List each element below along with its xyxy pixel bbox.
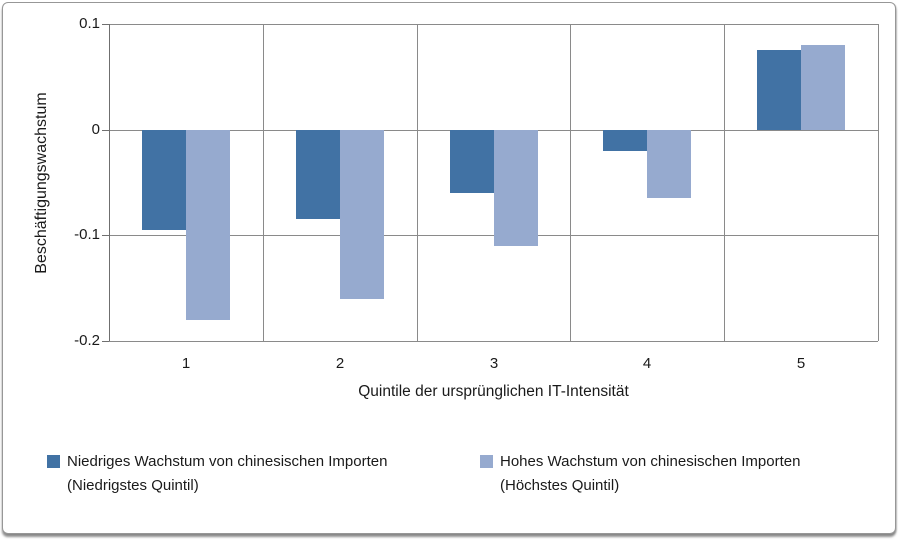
gridline-vertical [263, 24, 264, 341]
legend-item-low-growth: Niedriges Wachstum von chinesischen Impo… [47, 450, 439, 498]
gridline-vertical [724, 24, 725, 341]
y-tick-mark [102, 235, 109, 237]
legend-label: Niedriges Wachstum von chinesischen Impo… [67, 453, 388, 494]
bar-series2-quintile-2 [340, 129, 384, 299]
y-tick-label: -0.2 [74, 332, 100, 349]
gridline-vertical [417, 24, 418, 341]
plot-area [109, 24, 879, 342]
legend-swatch [47, 455, 60, 468]
bar-series2-quintile-5 [801, 45, 845, 130]
bar-series2-quintile-1 [186, 129, 230, 320]
y-tick-label: 0.1 [79, 15, 100, 32]
bar-series1-quintile-2 [296, 129, 340, 220]
legend-swatch [480, 455, 493, 468]
bar-series2-quintile-3 [494, 129, 538, 246]
bar-series1-quintile-1 [142, 129, 186, 231]
gridline-vertical [570, 24, 571, 341]
x-axis-title: Quintile der ursprünglichen IT-Intensitä… [358, 383, 629, 400]
gridline-horizontal [109, 235, 878, 237]
bar-series1-quintile-3 [450, 129, 494, 194]
x-tick-label: 3 [489, 355, 499, 372]
y-axis-line [109, 24, 110, 341]
y-tick-label: -0.1 [74, 226, 100, 244]
legend-label: Hohes Wachstum von chinesischen Importen… [500, 453, 801, 494]
x-tick-label: 2 [335, 355, 345, 372]
y-tick-mark [102, 341, 109, 342]
x-tick-label: 5 [796, 355, 806, 372]
x-tick-label: 1 [181, 355, 191, 372]
y-tick-label: 0 [91, 120, 100, 138]
x-tick-label: 4 [642, 355, 652, 372]
gridline-vertical [878, 24, 879, 341]
y-tick-mark [102, 129, 109, 131]
legend-item-high-growth: Hohes Wachstum von chinesischen Importen… [480, 450, 860, 498]
gridline-horizontal [109, 24, 878, 25]
bar-series1-quintile-5 [757, 50, 801, 130]
bar-series2-quintile-4 [647, 129, 691, 199]
bar-series1-quintile-4 [603, 129, 647, 151]
gridline-horizontal [109, 341, 878, 342]
y-tick-mark [102, 24, 109, 25]
